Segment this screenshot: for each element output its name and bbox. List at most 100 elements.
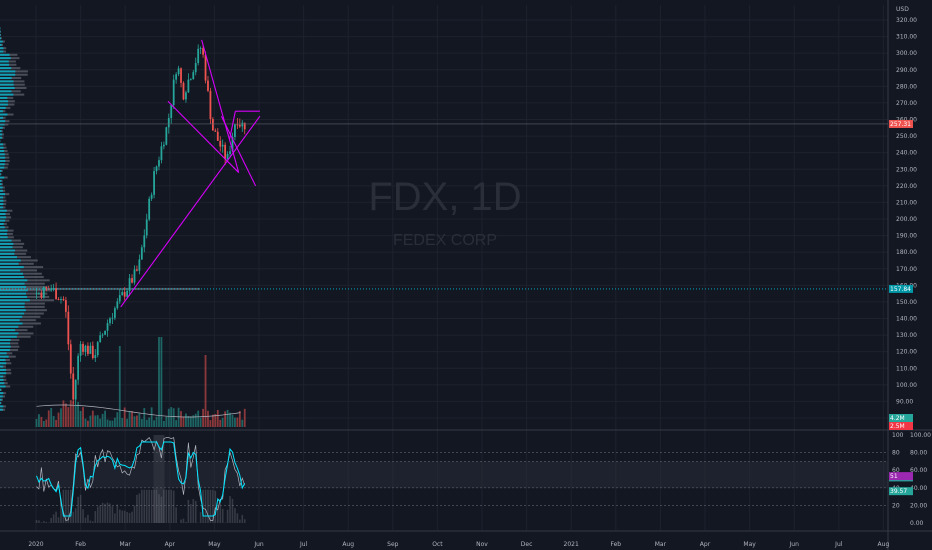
volume-bar (77, 402, 80, 427)
profile-bar-cyan (0, 358, 6, 361)
osc-histogram-bar (123, 510, 126, 523)
candle-body (140, 247, 143, 260)
volume-bar (238, 410, 241, 427)
profile-bar-cyan (0, 242, 14, 245)
volume-tag-bottom-bg (889, 422, 913, 430)
price-tick-label: 120.00 (896, 349, 917, 356)
osc-histogram-bar (82, 509, 84, 523)
profile-bar-cyan (0, 106, 6, 109)
profile-bar-cyan (0, 305, 25, 308)
volume-bar (38, 414, 40, 427)
osc-histogram-bar (77, 496, 79, 523)
trendline-upper-wedge (201, 39, 240, 173)
candle-body (57, 299, 60, 301)
profile-bar-cyan (0, 153, 5, 156)
candle-body (111, 317, 114, 319)
profile-bar-cyan (0, 362, 7, 365)
profile-bar-cyan (0, 398, 2, 401)
candle-body (133, 269, 136, 283)
time-tick-label: Aug (342, 541, 354, 548)
candle-body (64, 300, 67, 312)
candle-body (172, 79, 175, 106)
osc-histogram-bar (143, 489, 146, 523)
volume-bar (113, 417, 116, 427)
candle-body (69, 344, 72, 374)
volume-bar (143, 408, 146, 427)
candle-body (204, 54, 207, 81)
volume-bar (118, 346, 121, 427)
profile-bar-cyan (0, 176, 5, 179)
candle-body (158, 160, 160, 167)
volume-bar (47, 410, 50, 427)
osc-histogram-bar (96, 506, 99, 523)
profile-bar-cyan (0, 110, 3, 113)
profile-bar-cyan (0, 292, 27, 295)
volume-bar (197, 410, 200, 427)
volume-bar (224, 411, 227, 427)
price-tick-label: 100.00 (896, 382, 917, 389)
profile-bar-cyan (0, 282, 25, 285)
osc-tick-label: 100.00 (910, 432, 931, 439)
osc-histogram-bar (138, 493, 141, 523)
volume-bar (109, 420, 111, 427)
profile-bar-cyan (0, 156, 6, 159)
profile-bar-cyan (0, 355, 9, 358)
osc-histogram-bar (160, 496, 163, 523)
profile-bar-cyan (0, 206, 4, 209)
osc-histogram-bar (89, 520, 92, 523)
volume-bar (209, 420, 212, 427)
profile-bar-cyan (0, 130, 2, 133)
osc-histogram-bar (185, 521, 187, 523)
volume-bar (189, 416, 192, 427)
level-price-tag: 157.84 (890, 286, 911, 293)
profile-bar-cyan (0, 213, 6, 216)
volume-bar (158, 337, 160, 427)
volume-bar (185, 413, 187, 427)
profile-bar-cyan (0, 256, 18, 259)
osc-histogram-bar (182, 518, 185, 523)
candle-body (226, 153, 229, 160)
profile-bar-cyan (0, 342, 11, 345)
watermark-name: FEDEX CORP (393, 232, 497, 249)
volume-bar (194, 413, 197, 427)
current-price-tag: 257.31 (890, 121, 911, 128)
profile-bar-cyan (0, 53, 10, 56)
profile-bar-cyan (0, 299, 30, 302)
profile-bar-cyan (0, 219, 6, 222)
candle-body (187, 79, 190, 93)
volume-bar (72, 401, 75, 427)
osc-histogram-bar (221, 508, 224, 523)
volume-bar (57, 412, 60, 427)
osc-value-tag: 39.57 (890, 488, 907, 495)
profile-bar-cyan (0, 50, 4, 53)
volume-bar (187, 416, 190, 427)
candle-body (155, 166, 158, 172)
price-tick-label: 280.00 (896, 83, 917, 90)
profile-bar-cyan (0, 322, 23, 325)
volume-bar (52, 415, 55, 427)
profile-bar-cyan (0, 382, 5, 385)
candle-body (162, 144, 165, 147)
candle-body (104, 330, 106, 335)
candles (35, 44, 246, 406)
candle-body (91, 345, 94, 359)
time-tick-label: Nov (476, 541, 488, 548)
price-tick-label: 290.00 (896, 67, 917, 74)
volume-bar (84, 418, 87, 427)
osc-tick-label: 0.00 (910, 520, 924, 527)
profile-bar-cyan (0, 47, 4, 50)
candle-body (82, 343, 84, 352)
osc-value-tag-bg (889, 472, 913, 481)
volume-bar (74, 405, 77, 427)
time-tick-label: Jun (789, 541, 800, 548)
time-tick-label: Dec (521, 541, 533, 548)
candle-body (167, 118, 170, 128)
trendline-projection (220, 115, 257, 187)
trendlines (0, 39, 888, 308)
candle-body (160, 146, 163, 161)
time-tick-label: Jul (299, 541, 308, 548)
profile-bar-cyan (0, 93, 14, 96)
osc-histogram-bar (131, 511, 133, 523)
